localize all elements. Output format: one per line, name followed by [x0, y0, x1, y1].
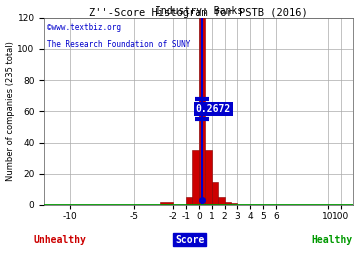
- Bar: [160, 202, 173, 205]
- Bar: [231, 203, 238, 205]
- Bar: [186, 197, 192, 205]
- Text: Unhealthy: Unhealthy: [33, 235, 86, 245]
- Title: Z''-Score Histogram for PSTB (2016): Z''-Score Histogram for PSTB (2016): [90, 8, 308, 18]
- Text: Healthy: Healthy: [311, 235, 352, 245]
- Bar: [225, 202, 231, 205]
- Bar: [218, 197, 225, 205]
- Y-axis label: Number of companies (235 total): Number of companies (235 total): [5, 41, 14, 181]
- Bar: [212, 181, 218, 205]
- Text: Industry: Banks: Industry: Banks: [155, 6, 243, 16]
- Text: 0.2672: 0.2672: [196, 104, 231, 114]
- Bar: [199, 18, 205, 205]
- Text: Score: Score: [175, 235, 204, 245]
- Bar: [205, 150, 212, 205]
- Text: Score: Score: [175, 235, 204, 245]
- Bar: [192, 150, 199, 205]
- Text: The Research Foundation of SUNY: The Research Foundation of SUNY: [48, 40, 191, 49]
- Text: ©www.textbiz.org: ©www.textbiz.org: [48, 23, 121, 32]
